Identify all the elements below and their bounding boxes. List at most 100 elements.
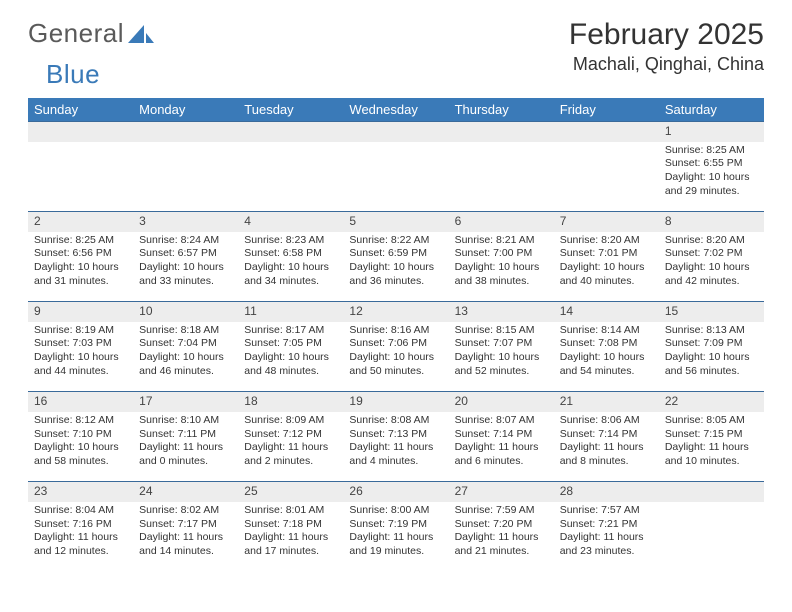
sunset-text: Sunset: 6:55 PM [665,157,758,171]
sunrise-text: Sunrise: 8:17 AM [244,324,337,338]
day-number-cell: 24 [133,482,238,502]
sunrise-text: Sunrise: 8:00 AM [349,504,442,518]
weekday-header: Sunday [28,98,133,122]
content-row: Sunrise: 8:25 AMSunset: 6:55 PMDaylight:… [28,142,764,212]
day-content-cell: Sunrise: 8:12 AMSunset: 7:10 PMDaylight:… [28,412,133,482]
logo: General [28,18,154,49]
day-number-cell: 9 [28,302,133,322]
day-number-cell [133,122,238,142]
day-number-cell: 25 [238,482,343,502]
logo-text-2: Blue [46,59,100,90]
sunrise-text: Sunrise: 8:14 AM [560,324,653,338]
day-number-cell: 27 [449,482,554,502]
day-number-cell [238,122,343,142]
daylight-text: Daylight: 11 hours and 21 minutes. [455,531,548,558]
day-number-cell: 17 [133,392,238,412]
daynum-row: 1 [28,122,764,142]
weekday-header: Monday [133,98,238,122]
sunset-text: Sunset: 7:15 PM [665,428,758,442]
sunset-text: Sunset: 7:03 PM [34,337,127,351]
sunset-text: Sunset: 7:16 PM [34,518,127,532]
logo-sail-icon [128,23,154,45]
day-content-cell [554,142,659,212]
sunrise-text: Sunrise: 8:18 AM [139,324,232,338]
calendar-table: Sunday Monday Tuesday Wednesday Thursday… [28,98,764,572]
sunrise-text: Sunrise: 8:07 AM [455,414,548,428]
sunset-text: Sunset: 7:20 PM [455,518,548,532]
daylight-text: Daylight: 10 hours and 46 minutes. [139,351,232,378]
sunrise-text: Sunrise: 8:21 AM [455,234,548,248]
sunrise-text: Sunrise: 8:10 AM [139,414,232,428]
day-content-cell: Sunrise: 8:07 AMSunset: 7:14 PMDaylight:… [449,412,554,482]
sunrise-text: Sunrise: 8:01 AM [244,504,337,518]
day-content-cell: Sunrise: 8:08 AMSunset: 7:13 PMDaylight:… [343,412,448,482]
sunset-text: Sunset: 7:10 PM [34,428,127,442]
day-number-cell: 19 [343,392,448,412]
sunset-text: Sunset: 6:57 PM [139,247,232,261]
day-content-cell: Sunrise: 8:05 AMSunset: 7:15 PMDaylight:… [659,412,764,482]
daylight-text: Daylight: 10 hours and 58 minutes. [34,441,127,468]
daylight-text: Daylight: 10 hours and 33 minutes. [139,261,232,288]
daylight-text: Daylight: 10 hours and 52 minutes. [455,351,548,378]
day-content-cell [238,142,343,212]
weekday-header: Thursday [449,98,554,122]
logo-text-1: General [28,18,124,49]
daynum-row: 232425262728 [28,482,764,502]
day-number-cell: 1 [659,122,764,142]
day-content-cell: Sunrise: 8:17 AMSunset: 7:05 PMDaylight:… [238,322,343,392]
daylight-text: Daylight: 11 hours and 2 minutes. [244,441,337,468]
weekday-header: Wednesday [343,98,448,122]
sunrise-text: Sunrise: 7:59 AM [455,504,548,518]
sunrise-text: Sunrise: 8:23 AM [244,234,337,248]
daylight-text: Daylight: 11 hours and 4 minutes. [349,441,442,468]
sunset-text: Sunset: 7:02 PM [665,247,758,261]
sunrise-text: Sunrise: 8:19 AM [34,324,127,338]
content-row: Sunrise: 8:19 AMSunset: 7:03 PMDaylight:… [28,322,764,392]
sunrise-text: Sunrise: 8:20 AM [560,234,653,248]
day-content-cell: Sunrise: 8:25 AMSunset: 6:56 PMDaylight:… [28,232,133,302]
sunset-text: Sunset: 7:12 PM [244,428,337,442]
day-number-cell: 3 [133,212,238,232]
day-content-cell: Sunrise: 8:13 AMSunset: 7:09 PMDaylight:… [659,322,764,392]
content-row: Sunrise: 8:12 AMSunset: 7:10 PMDaylight:… [28,412,764,482]
title-block: February 2025 Machali, Qinghai, China [569,18,764,75]
sunset-text: Sunset: 6:56 PM [34,247,127,261]
day-number-cell: 12 [343,302,448,322]
day-content-cell: Sunrise: 8:20 AMSunset: 7:02 PMDaylight:… [659,232,764,302]
sunset-text: Sunset: 6:58 PM [244,247,337,261]
day-number-cell: 4 [238,212,343,232]
weekday-header: Tuesday [238,98,343,122]
daylight-text: Daylight: 10 hours and 50 minutes. [349,351,442,378]
day-content-cell: Sunrise: 8:16 AMSunset: 7:06 PMDaylight:… [343,322,448,392]
sunset-text: Sunset: 7:18 PM [244,518,337,532]
sunset-text: Sunset: 7:11 PM [139,428,232,442]
daylight-text: Daylight: 10 hours and 38 minutes. [455,261,548,288]
day-number-cell: 14 [554,302,659,322]
day-content-cell: Sunrise: 8:15 AMSunset: 7:07 PMDaylight:… [449,322,554,392]
sunrise-text: Sunrise: 8:13 AM [665,324,758,338]
sunrise-text: Sunrise: 8:25 AM [665,144,758,158]
sunrise-text: Sunrise: 8:12 AM [34,414,127,428]
day-content-cell: Sunrise: 8:01 AMSunset: 7:18 PMDaylight:… [238,502,343,572]
sunset-text: Sunset: 7:06 PM [349,337,442,351]
day-content-cell: Sunrise: 8:19 AMSunset: 7:03 PMDaylight:… [28,322,133,392]
daynum-row: 16171819202122 [28,392,764,412]
day-number-cell [554,122,659,142]
day-number-cell: 6 [449,212,554,232]
sunrise-text: Sunrise: 8:25 AM [34,234,127,248]
day-content-cell: Sunrise: 8:18 AMSunset: 7:04 PMDaylight:… [133,322,238,392]
sunset-text: Sunset: 7:08 PM [560,337,653,351]
day-number-cell: 11 [238,302,343,322]
day-content-cell: Sunrise: 8:00 AMSunset: 7:19 PMDaylight:… [343,502,448,572]
day-number-cell: 2 [28,212,133,232]
daylight-text: Daylight: 10 hours and 44 minutes. [34,351,127,378]
daynum-row: 9101112131415 [28,302,764,322]
sunrise-text: Sunrise: 8:05 AM [665,414,758,428]
day-content-cell [28,142,133,212]
sunset-text: Sunset: 7:05 PM [244,337,337,351]
daylight-text: Daylight: 10 hours and 40 minutes. [560,261,653,288]
sunrise-text: Sunrise: 8:08 AM [349,414,442,428]
sunset-text: Sunset: 7:00 PM [455,247,548,261]
day-content-cell: Sunrise: 8:23 AMSunset: 6:58 PMDaylight:… [238,232,343,302]
daylight-text: Daylight: 10 hours and 48 minutes. [244,351,337,378]
